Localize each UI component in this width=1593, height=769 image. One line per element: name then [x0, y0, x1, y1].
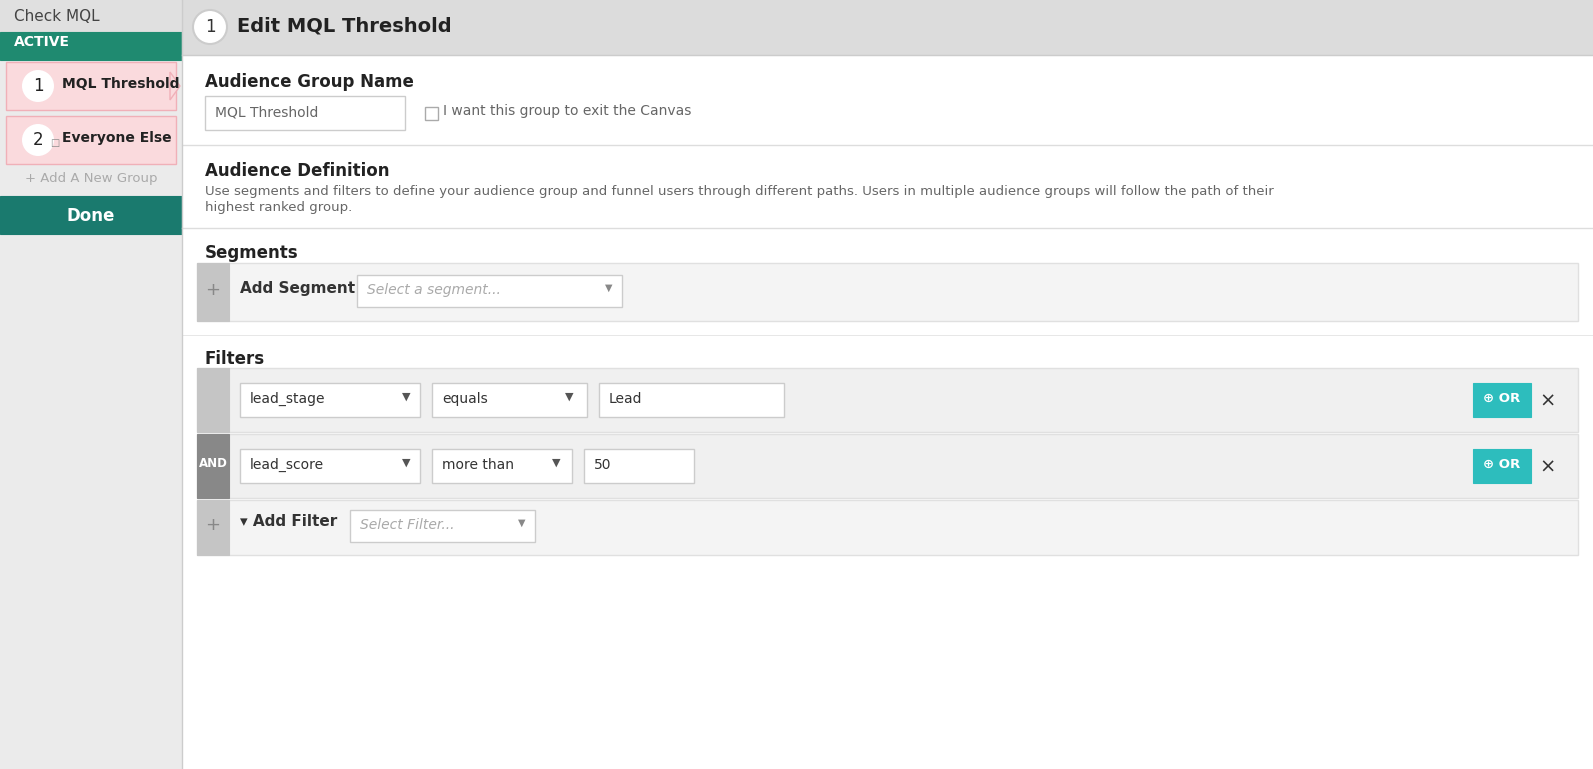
Text: Filters: Filters: [205, 350, 264, 368]
Bar: [241, 449, 421, 483]
Bar: [198, 500, 229, 555]
Text: ⊕ OR: ⊕ OR: [1483, 392, 1521, 405]
Bar: [599, 383, 784, 417]
Text: Audience Definition: Audience Definition: [205, 162, 390, 180]
Text: Use segments and filters to define your audience group and funnel users through : Use segments and filters to define your …: [205, 185, 1274, 198]
Text: more than: more than: [441, 458, 515, 472]
Text: +: +: [205, 281, 220, 299]
Text: ×: ×: [1540, 392, 1556, 411]
Text: AND: AND: [199, 457, 228, 470]
Text: lead_score: lead_score: [250, 458, 323, 472]
Text: Everyone Else: Everyone Else: [62, 131, 172, 145]
Text: ACTIVE: ACTIVE: [14, 35, 70, 49]
Bar: [350, 510, 535, 542]
Text: ▼: ▼: [401, 392, 411, 402]
Bar: [198, 500, 1579, 555]
Bar: [198, 434, 1579, 498]
Bar: [357, 275, 621, 307]
Text: Edit MQL Threshold: Edit MQL Threshold: [237, 16, 452, 35]
Circle shape: [22, 70, 54, 102]
Text: ▾ Add Filter: ▾ Add Filter: [241, 514, 338, 529]
Text: 1: 1: [33, 77, 43, 95]
Text: Check MQL: Check MQL: [14, 9, 100, 24]
Bar: [432, 449, 572, 483]
Bar: [198, 368, 1579, 432]
Text: +: +: [205, 516, 220, 534]
Bar: [198, 263, 229, 321]
Bar: [6, 116, 175, 164]
Text: MQL Threshold: MQL Threshold: [215, 106, 319, 120]
Polygon shape: [170, 72, 180, 100]
Bar: [198, 263, 1579, 321]
Text: ×: ×: [1540, 458, 1556, 477]
Text: Select a segment...: Select a segment...: [366, 283, 500, 297]
Text: ▼: ▼: [566, 392, 573, 402]
Bar: [241, 383, 421, 417]
Bar: [6, 62, 175, 110]
Bar: [0, 0, 182, 769]
Bar: [0, 0, 182, 32]
Bar: [432, 383, 586, 417]
Text: + Add A New Group: + Add A New Group: [25, 172, 158, 185]
Text: ⊕ OR: ⊕ OR: [1483, 458, 1521, 471]
Bar: [585, 449, 695, 483]
Text: ▼: ▼: [401, 458, 411, 468]
Bar: [198, 434, 229, 498]
Text: Segments: Segments: [205, 244, 298, 262]
Bar: [205, 96, 405, 130]
Text: lead_stage: lead_stage: [250, 392, 325, 406]
Text: 2: 2: [33, 131, 43, 149]
Text: Audience Group Name: Audience Group Name: [205, 73, 414, 91]
Circle shape: [22, 124, 54, 156]
Text: MQL Threshold: MQL Threshold: [62, 77, 180, 91]
Bar: [0, 196, 182, 234]
Bar: [1474, 383, 1531, 417]
Bar: [0, 32, 182, 60]
Text: ▼: ▼: [553, 458, 561, 468]
Circle shape: [193, 10, 226, 44]
Text: 50: 50: [594, 458, 612, 472]
Text: ▼: ▼: [518, 518, 526, 528]
Text: 1: 1: [204, 18, 215, 36]
Text: equals: equals: [441, 392, 487, 406]
Text: Lead: Lead: [609, 392, 642, 406]
Text: □: □: [49, 138, 59, 148]
Bar: [425, 107, 438, 120]
Text: Add Segment: Add Segment: [241, 281, 355, 296]
Text: I want this group to exit the Canvas: I want this group to exit the Canvas: [443, 104, 691, 118]
Bar: [182, 0, 1593, 55]
Text: highest ranked group.: highest ranked group.: [205, 201, 352, 214]
Bar: [198, 368, 229, 432]
Text: Done: Done: [67, 207, 115, 225]
Bar: [182, 0, 1593, 769]
Text: Select Filter...: Select Filter...: [360, 518, 454, 532]
Bar: [1474, 449, 1531, 483]
Text: ▼: ▼: [605, 283, 612, 293]
